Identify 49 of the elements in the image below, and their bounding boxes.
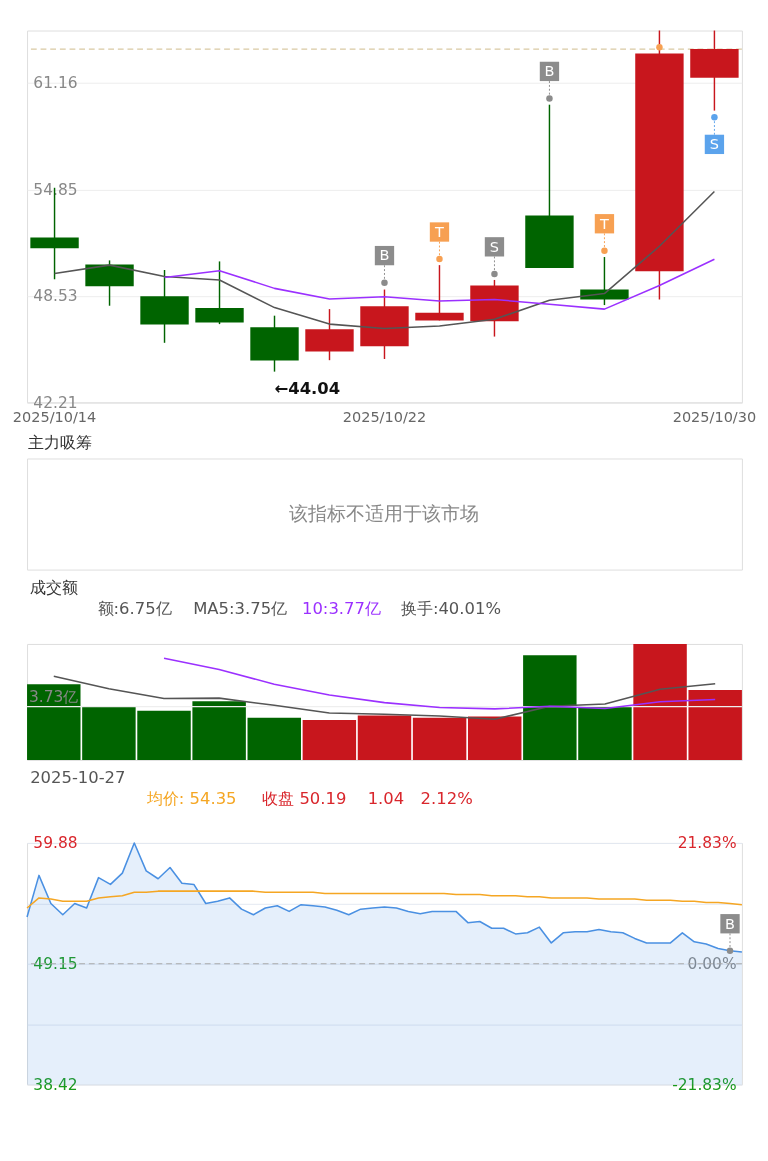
annotation: ←44.04 [274, 378, 341, 398]
y2-tick-label: 21.83% [677, 834, 737, 853]
x-tick-label: 2025/10/14 [12, 409, 97, 426]
line-series [163, 258, 716, 310]
y-tick-label: 48.53 [33, 287, 78, 306]
point [381, 279, 388, 286]
chart-title: 成交额 [30, 577, 79, 597]
y-tick-label: 59.88 [33, 834, 78, 853]
ref-line-label: 3.73亿 [28, 687, 79, 706]
y-tick-label: 49.15 [33, 955, 78, 974]
data-label: S [489, 238, 500, 255]
y-tick-label: 61.16 [33, 74, 78, 93]
y-tick-label: 42.21 [33, 393, 78, 412]
candlestick [415, 264, 464, 322]
text: 收盘 50.19 [262, 789, 347, 809]
text: 1.04 [367, 789, 405, 809]
text: 主力吸筹 [28, 433, 93, 453]
text: 该指标不适用于该市场 [289, 501, 480, 525]
y-tick-label: 54.85 [33, 180, 78, 199]
text: 均价: 54.35 [145, 789, 237, 809]
data-label: T [599, 215, 610, 232]
point [601, 247, 608, 255]
x-tick-label: 2025/10/30 [672, 409, 757, 426]
y-tick-label: 38.42 [33, 1075, 78, 1094]
bar [302, 720, 357, 760]
text: 10:3.77亿 [301, 599, 381, 619]
point [491, 270, 498, 278]
bar [412, 717, 467, 760]
y2-tick-label: 0.00% [687, 955, 737, 974]
bar [467, 716, 522, 760]
data-label: B [725, 915, 735, 932]
point [711, 114, 718, 121]
y2-tick-label: -21.83% [672, 1075, 737, 1094]
data-label: B [379, 247, 390, 264]
x-tick-label: 2025/10/22 [342, 409, 427, 426]
point [656, 43, 663, 51]
point [546, 95, 553, 102]
line-series [26, 890, 743, 909]
bar [357, 715, 412, 760]
chart-title: 2025-10-27 [30, 768, 126, 788]
text: 2.12% [420, 789, 473, 809]
data-label: S [709, 136, 720, 153]
bar [247, 717, 301, 760]
text: MA5:3.75亿 [193, 599, 288, 619]
point [436, 255, 443, 263]
data-label: T [434, 223, 445, 240]
data-label: B [544, 63, 555, 80]
text: 换手:40.01% [400, 599, 501, 619]
text: 额:6.75亿 [97, 599, 172, 619]
